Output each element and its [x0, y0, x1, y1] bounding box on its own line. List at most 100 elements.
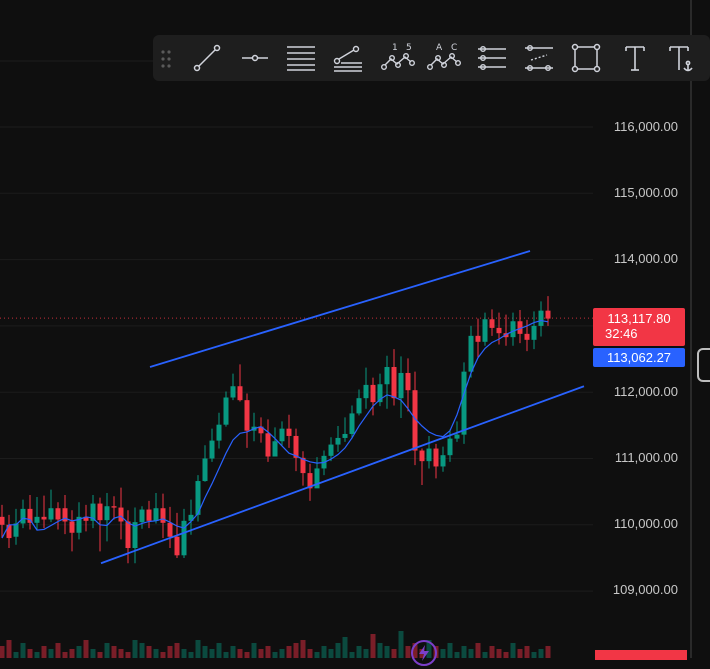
chart-area[interactable] [0, 0, 593, 658]
anchored-text-tool[interactable] [662, 39, 700, 77]
candle-body [440, 455, 446, 467]
svg-text:5: 5 [406, 43, 412, 53]
candle-body [496, 327, 502, 334]
candle-body [398, 372, 404, 399]
volume-bar [48, 649, 54, 658]
volume-bar [244, 652, 250, 658]
channel-upper-line [149, 250, 531, 368]
candle-body [426, 448, 432, 462]
volume-bar [76, 646, 82, 658]
volume-bar [314, 652, 320, 658]
volume-bar [55, 643, 61, 658]
last-price-value: 113,117.80 [607, 311, 671, 326]
candle-body [146, 509, 152, 521]
candle-body [34, 516, 40, 523]
candle-body [391, 367, 397, 399]
candle-body [76, 516, 82, 533]
volume-bar [356, 646, 362, 658]
candlestick-chart[interactable] [0, 0, 593, 658]
candle-body [342, 433, 348, 438]
lightning-icon[interactable] [411, 640, 437, 666]
volume-bar [111, 646, 117, 658]
tick-label: 110,000.00 [613, 516, 678, 531]
moving-average-line [1, 319, 549, 539]
volume-bar [342, 637, 348, 658]
volume-bar [405, 646, 411, 658]
parallel-lines-tool[interactable] [281, 39, 319, 77]
candle-body [412, 390, 418, 451]
volume-bar [27, 649, 33, 658]
candle-body [307, 473, 313, 489]
candle-body [167, 522, 173, 537]
rectangle-icon [571, 43, 601, 73]
candle-body [118, 507, 124, 522]
forecast-icon [525, 45, 553, 72]
candle-body [104, 506, 110, 521]
volume-bar [97, 652, 103, 658]
candle-body [125, 521, 131, 549]
volume-bar [307, 649, 313, 658]
svg-text:1: 1 [392, 43, 398, 53]
candle-body [27, 508, 33, 523]
text-tool[interactable] [616, 39, 654, 77]
volume-bar [209, 649, 215, 658]
forecast-tool[interactable] [519, 39, 557, 77]
candle-body [258, 426, 264, 434]
volume-bar [62, 652, 68, 658]
candle-body [83, 516, 89, 521]
right-panel-edge [690, 0, 710, 658]
candle-body [139, 509, 145, 523]
volume-bar [104, 643, 110, 658]
volume-bar [377, 643, 383, 658]
candle-body [461, 371, 467, 435]
candle-body [524, 333, 530, 340]
volume-bar [188, 652, 194, 658]
volume-bar [510, 643, 516, 658]
price-scale[interactable]: 116,000.00 115,000.00 114,000.00 112,000… [593, 0, 690, 658]
candle-body [230, 386, 236, 398]
candle-body [447, 438, 453, 456]
volume-bar [132, 640, 138, 658]
candle-body [293, 435, 299, 458]
volume-bar [146, 646, 152, 658]
bottom-price-tag [595, 650, 687, 660]
candle-body [62, 508, 68, 522]
candle-body [454, 434, 460, 439]
volume-bar [153, 649, 159, 658]
candle-body [48, 508, 54, 520]
volume-bar [265, 646, 271, 658]
volume-bar [293, 643, 299, 658]
candle-body [209, 440, 215, 459]
volume-bar [335, 643, 341, 658]
fib-fan-tool[interactable] [328, 39, 366, 77]
candle-body [69, 521, 75, 533]
trend-line-tool[interactable] [188, 39, 226, 77]
candle-body [174, 536, 180, 556]
side-panel-button[interactable] [697, 348, 710, 382]
volume-bar [349, 652, 355, 658]
volume-bar [468, 649, 474, 658]
candle-body [0, 516, 5, 525]
volume-bar [160, 652, 166, 658]
tick-label: 111,000.00 [614, 450, 678, 465]
candle-body [41, 516, 47, 520]
fib-fan-icon [333, 45, 362, 72]
volume-bar [251, 643, 257, 658]
candle-body [202, 458, 208, 482]
volume-bar [230, 646, 236, 658]
candle-body [153, 508, 159, 521]
rectangle-tool[interactable] [567, 39, 605, 77]
drag-handle-icon[interactable] [158, 48, 174, 70]
volume-bar [272, 652, 278, 658]
position-tool[interactable] [472, 39, 510, 77]
volume-bar [6, 640, 12, 658]
volume-bar [496, 649, 502, 658]
channel-lower-line [100, 385, 585, 565]
candle-body [538, 310, 544, 326]
horizontal-ray-tool[interactable] [236, 39, 274, 77]
candle-body [90, 503, 96, 521]
tick-label: 112,000.00 [613, 384, 678, 399]
